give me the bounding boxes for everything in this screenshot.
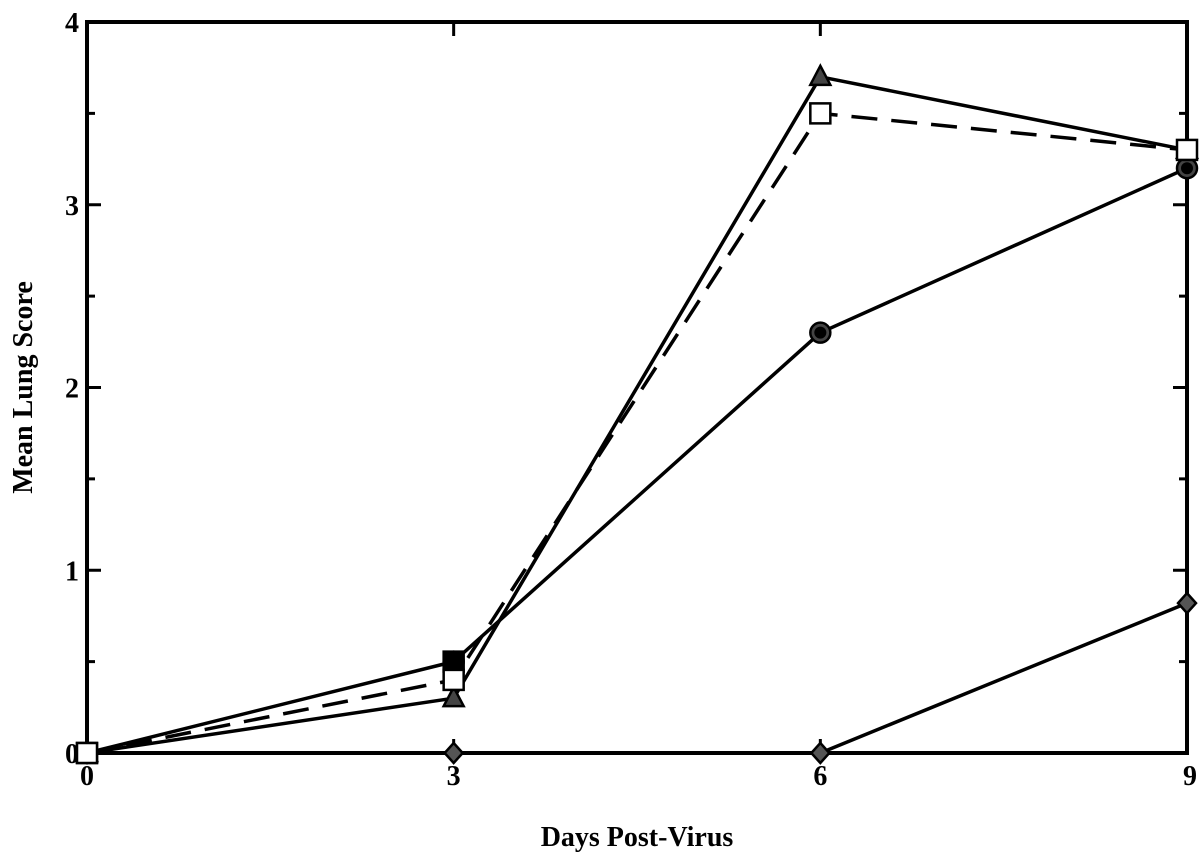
data-point-filled-triangle [441,684,466,708]
y-tick-label: 1 [65,556,79,587]
data-point-open-square [442,668,465,692]
y-tick-label: 4 [65,8,79,39]
data-point-filled-diamond [809,741,832,765]
y-axis-title: Mean Lung Score [8,281,39,494]
data-point-open-square [809,102,832,125]
data-point-filled-diamond [1176,591,1198,616]
series-line-open-square [86,111,1188,755]
series-lines [86,75,1188,755]
data-point-filled-triangle [808,63,833,87]
series-markers [74,63,1200,765]
data-point-core [1181,162,1193,175]
y-tick-label: 2 [65,374,79,405]
x-tick-label: 0 [80,761,94,792]
series-line-filled-circle [452,166,1188,663]
data-point-core [814,326,827,339]
data-point-open-square [1175,138,1199,162]
series-line-filled-square [86,659,455,755]
data-point-open-square [75,741,99,765]
x-tick-label: 9 [1183,761,1197,792]
x-tick-label: 6 [813,761,827,792]
series-line-filled-triangle [86,75,1188,755]
data-point-filled-square [442,650,465,673]
x-tick-label: 3 [447,761,461,792]
data-point-filled-diamond [442,741,465,765]
series-line-filled-diamond [87,601,1188,755]
y-tick-label: 3 [65,191,79,222]
x-axis-title: Days Post-Virus [541,822,734,852]
